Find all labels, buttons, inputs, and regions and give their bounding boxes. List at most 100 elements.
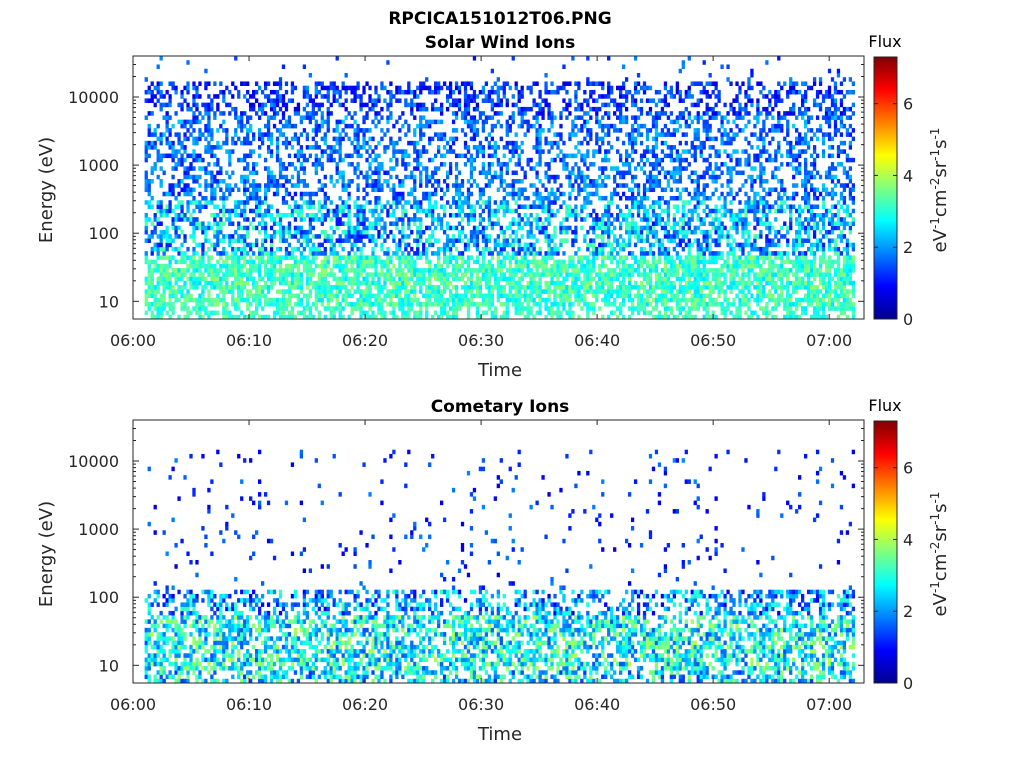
heatmap-cell — [526, 242, 530, 248]
heatmap-cell — [278, 246, 283, 252]
heatmap-cell — [493, 276, 497, 282]
heatmap-cell — [583, 123, 587, 129]
heatmap-cell — [619, 302, 623, 307]
heatmap-cell — [630, 272, 635, 277]
spectrogram-heatmap — [144, 56, 856, 320]
heatmap-cell — [565, 285, 569, 290]
heatmap-cell — [144, 221, 148, 226]
heatmap-cell — [484, 234, 489, 239]
heatmap-cell — [550, 251, 554, 256]
heatmap-cell — [404, 272, 408, 277]
heatmap-cell — [601, 212, 605, 218]
heatmap-cell — [350, 179, 354, 184]
heatmap-cell — [493, 200, 497, 205]
heatmap-cell — [234, 280, 238, 286]
heatmap-cell — [481, 162, 486, 167]
heatmap-cell — [341, 170, 345, 176]
heatmap-cell — [580, 106, 584, 112]
heatmap-cell — [189, 187, 193, 193]
heatmap-cell — [401, 195, 405, 201]
heatmap-cell — [568, 102, 572, 108]
heatmap-cell — [598, 136, 602, 142]
heatmap-cell — [207, 183, 211, 188]
heatmap-cell — [386, 255, 390, 260]
heatmap-cell — [442, 179, 447, 184]
heatmap-cell — [523, 174, 527, 180]
heatmap-cell — [362, 302, 366, 307]
heatmap-cell — [598, 242, 602, 248]
heatmap-cell — [386, 89, 390, 95]
heatmap-cell — [460, 200, 465, 205]
heatmap-cell — [350, 263, 354, 269]
heatmap-cell — [416, 251, 420, 256]
heatmap-cell — [642, 225, 647, 231]
heatmap-cell — [454, 302, 459, 307]
heatmap-cell — [583, 255, 587, 260]
heatmap-cell — [437, 183, 441, 188]
heatmap-cell — [514, 81, 518, 86]
heatmap-cell — [201, 166, 205, 171]
heatmap-cell — [523, 132, 527, 137]
heatmap-cell — [272, 280, 277, 286]
heatmap-cell — [308, 310, 312, 316]
heatmap-cell — [556, 145, 560, 150]
heatmap-cell — [153, 94, 157, 99]
heatmap-cell — [269, 225, 274, 231]
heatmap-cell — [222, 302, 226, 307]
heatmap-cell — [541, 204, 545, 210]
heatmap-cell — [619, 183, 623, 188]
heatmap-cell — [234, 314, 238, 320]
heatmap-cell — [380, 162, 384, 167]
heatmap-cell — [299, 179, 304, 184]
heatmap-cell — [544, 280, 548, 286]
heatmap-cell — [350, 259, 354, 265]
heatmap-cell — [472, 212, 477, 218]
heatmap-cell — [499, 272, 503, 277]
heatmap-cell — [472, 56, 477, 61]
heatmap-cell — [475, 229, 480, 235]
heatmap-cell — [162, 234, 166, 239]
heatmap-cell — [347, 238, 351, 243]
heatmap-cell — [186, 174, 190, 180]
heatmap-cell — [269, 174, 274, 180]
heatmap-cell — [445, 200, 450, 205]
heatmap-cell — [216, 94, 220, 99]
heatmap-cell — [278, 234, 283, 239]
heatmap-cell — [508, 140, 512, 146]
heatmap-cell — [547, 102, 551, 108]
heatmap-cell — [353, 289, 357, 294]
heatmap-cell — [496, 242, 500, 248]
heatmap-cell — [592, 221, 596, 226]
heatmap-cell — [562, 280, 566, 286]
heatmap-cell — [219, 123, 223, 129]
heatmap-cell — [278, 94, 283, 99]
heatmap-cell — [311, 259, 315, 265]
heatmap-cell — [478, 251, 483, 256]
heatmap-cell — [159, 280, 163, 286]
heatmap-cell — [150, 259, 154, 265]
heatmap-cell — [621, 242, 626, 248]
heatmap-cell — [338, 145, 342, 150]
heatmap-cell — [198, 166, 202, 171]
heatmap-cell — [350, 98, 354, 103]
heatmap-cell — [475, 94, 480, 99]
heatmap-cell — [153, 132, 157, 137]
heatmap-cell — [338, 157, 342, 163]
heatmap-cell — [374, 204, 378, 210]
heatmap-cell — [472, 166, 477, 171]
heatmap-cell — [219, 111, 223, 116]
heatmap-cell — [231, 187, 235, 193]
heatmap-cell — [442, 208, 447, 214]
heatmap-cell — [437, 149, 441, 154]
heatmap-cell — [565, 276, 569, 282]
heatmap-cell — [183, 170, 187, 176]
heatmap-cell — [538, 157, 542, 163]
heatmap-cell — [586, 166, 590, 171]
heatmap-cell — [147, 123, 151, 129]
heatmap-cell — [326, 111, 330, 116]
heatmap-cell — [636, 259, 641, 265]
heatmap-cell — [210, 255, 214, 260]
heatmap-cell — [305, 191, 309, 197]
heatmap-cell — [448, 212, 453, 218]
heatmap-cell — [577, 302, 581, 307]
